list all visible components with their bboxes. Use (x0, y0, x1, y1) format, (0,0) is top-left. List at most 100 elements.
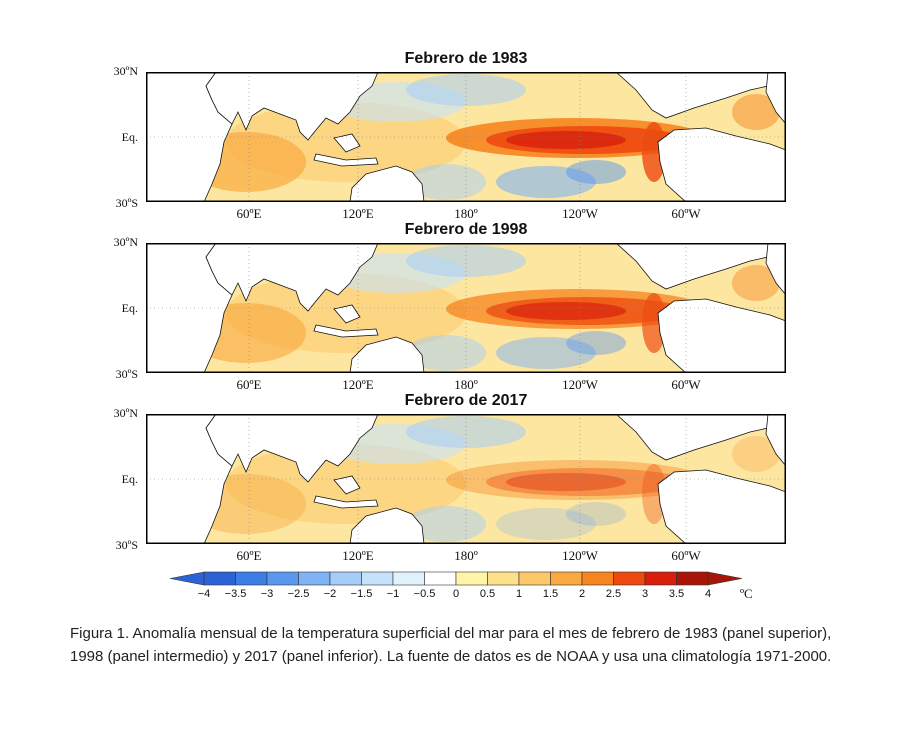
colorbar-tick-label: 1 (515, 588, 523, 600)
colorbar-tick-label: −3 (260, 588, 274, 600)
panel-1983: Febrero de 1983 30ºN Eq. 30ºS 60ºE 120ºE… (0, 48, 908, 221)
colorbar-swatch (298, 571, 331, 586)
colorbar-swatch (487, 571, 520, 586)
lon-label-120w: 120ºW (562, 548, 598, 563)
lon-label-60w: 60ºW (671, 377, 701, 392)
colorbar-tick-label: 4 (704, 588, 712, 600)
colorbar-unit: ºC (740, 586, 753, 601)
anomaly-blob (486, 468, 686, 496)
colorbar-swatch (550, 571, 583, 586)
land-mass (546, 72, 786, 119)
land-mass (313, 495, 379, 509)
colorbar-swatch (676, 571, 709, 586)
land-mass (349, 165, 425, 202)
colorbar-swatch (518, 571, 551, 586)
map-frame (146, 72, 786, 202)
lon-label-60w: 60ºW (671, 548, 701, 563)
colorbar-tick-label: −0.5 (413, 588, 436, 600)
colorbar-tick-label: 3.5 (668, 588, 685, 600)
land-mass (765, 72, 786, 125)
map-frame (146, 414, 786, 544)
colorbar-swatch (644, 571, 677, 586)
lon-label-180: 180º (454, 548, 478, 563)
lon-label-120e: 120ºE (342, 206, 374, 221)
anomaly-blob (732, 94, 780, 130)
lon-label-120w: 120ºW (562, 206, 598, 221)
land-mass (349, 336, 425, 373)
anomaly-blob (566, 160, 626, 184)
colorbar (169, 571, 743, 586)
land-mass (546, 243, 786, 290)
lat-label-30s: 30ºS (115, 538, 138, 552)
colorbar-tick-label: −1.5 (350, 588, 373, 600)
panel-2017: Febrero de 2017 30ºN Eq. 30ºS 60ºE 120ºE… (0, 390, 908, 563)
colorbar-tick-label: 0 (452, 588, 460, 600)
lat-label-eq: Eq. (121, 130, 138, 144)
anomaly-blob (642, 122, 666, 182)
sst-anomaly-map (146, 414, 786, 544)
anomaly-blob (566, 331, 626, 355)
colorbar-swatch (235, 571, 268, 586)
colorbar-swatch (581, 571, 614, 586)
anomaly-blob (732, 265, 780, 301)
land-mass (313, 324, 379, 338)
panel-title: Febrero de 1983 (404, 50, 528, 67)
anomaly-blob (506, 131, 626, 149)
anomaly-field (146, 72, 786, 202)
figure-caption: Figura 1. Anomalía mensual de la tempera… (70, 625, 832, 665)
colorbar-swatch (613, 571, 646, 586)
anomaly-blob (506, 302, 626, 320)
land-mass (349, 507, 425, 544)
colorbar-arrow-left (169, 571, 205, 586)
lon-label-120w: 120ºW (562, 377, 598, 392)
lat-label-30n: 30ºN (113, 235, 138, 249)
colorbar-swatch (203, 571, 236, 586)
lon-label-60e: 60ºE (236, 206, 262, 221)
anomaly-field (146, 243, 786, 373)
colorbar-tick-label: −2 (323, 588, 337, 600)
land-mass (546, 414, 786, 461)
lon-label-180: 180º (454, 377, 478, 392)
panel-title: Febrero de 2017 (404, 392, 528, 409)
anomaly-blob (406, 416, 526, 448)
anomaly-blob (496, 508, 596, 540)
anomaly-blob (642, 464, 666, 524)
colorbar-swatch (392, 571, 425, 586)
colorbar-swatch (424, 571, 457, 586)
colorbar-tick-label: 2.5 (605, 588, 622, 600)
lon-label-60e: 60ºE (236, 377, 262, 392)
anomaly-blob (732, 436, 780, 472)
lon-label-180: 180º (454, 206, 478, 221)
anomaly-blob (406, 74, 526, 106)
land-mass (657, 127, 786, 202)
land-mass (333, 133, 361, 153)
land-mass (765, 414, 786, 467)
lon-label-120e: 120ºE (342, 548, 374, 563)
panel-1998: Febrero de 1998 30ºN Eq. 30ºS 60ºE 120ºE… (0, 219, 908, 392)
colorbar-tick-label: 2 (578, 588, 586, 600)
land-mass (333, 475, 361, 495)
anomaly-blob (496, 337, 596, 369)
land-mass (657, 469, 786, 544)
lon-label-120e: 120ºE (342, 377, 374, 392)
lat-label-eq: Eq. (121, 472, 138, 486)
lat-label-30s: 30ºS (115, 367, 138, 381)
map-frame (146, 243, 786, 373)
lat-label-30s: 30ºS (115, 196, 138, 210)
colorbar-tick-label: 1.5 (542, 588, 559, 600)
lat-label-30n: 30ºN (113, 406, 138, 420)
lat-label-30n: 30ºN (113, 64, 138, 78)
panel-title: Febrero de 1998 (404, 221, 528, 238)
sst-anomaly-map (146, 72, 786, 202)
colorbar-arrow-right (707, 571, 743, 586)
land-mass (765, 243, 786, 296)
colorbar-swatch (361, 571, 394, 586)
colorbar-swatch (455, 571, 488, 586)
colorbar-swatch (329, 571, 362, 586)
anomaly-field (146, 414, 786, 544)
lat-label-eq: Eq. (121, 301, 138, 315)
anomaly-blob (446, 460, 706, 500)
lon-label-60e: 60ºE (236, 548, 262, 563)
anomaly-blob (406, 245, 526, 277)
colorbar-tick-label: −4 (197, 588, 211, 600)
